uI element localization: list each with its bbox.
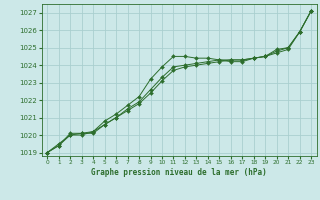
X-axis label: Graphe pression niveau de la mer (hPa): Graphe pression niveau de la mer (hPa)	[91, 168, 267, 177]
